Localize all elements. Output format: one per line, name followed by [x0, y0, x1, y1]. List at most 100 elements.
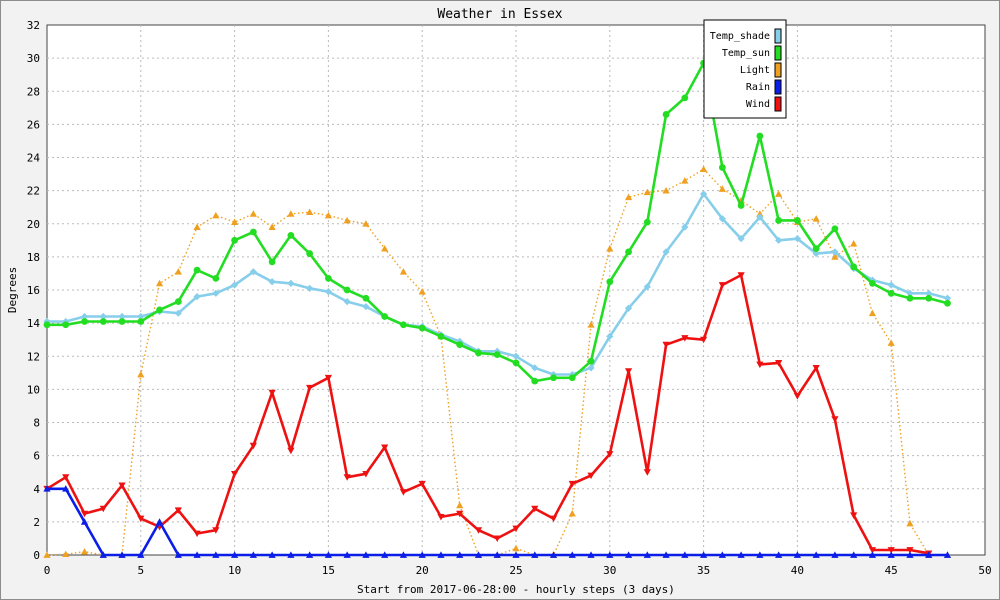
temp-sun-point	[775, 217, 783, 224]
wind-point	[193, 530, 201, 538]
legend-swatch-light	[774, 62, 782, 78]
wind-point	[306, 384, 314, 392]
rain-point	[306, 551, 314, 558]
light-point	[756, 210, 764, 217]
series-rain	[43, 485, 952, 558]
legend-swatch-temp-sun	[774, 45, 782, 61]
rain-point	[681, 551, 689, 558]
light-point	[662, 187, 670, 194]
light-point	[418, 288, 426, 295]
temp-sun-point	[137, 318, 145, 325]
wind-point	[549, 515, 558, 523]
y-tick-label: 10	[27, 383, 40, 396]
series-layer	[43, 59, 952, 558]
temp-sun-point	[418, 324, 426, 332]
wind-point	[418, 480, 426, 488]
temp-shade-point	[943, 294, 952, 302]
light-point	[700, 165, 708, 172]
y-tick-label: 14	[27, 317, 41, 330]
rain-point	[249, 551, 257, 558]
rain-point	[62, 485, 70, 492]
series-wind-line	[46, 273, 929, 555]
light-point	[174, 268, 182, 275]
y-tick-label: 24	[27, 152, 41, 165]
rain-point	[287, 551, 295, 558]
legend-label-temp-shade: Temp_shade	[710, 31, 770, 42]
wind-point	[531, 505, 539, 513]
grid-lines	[47, 25, 985, 555]
legend-label-wind: Wind	[746, 99, 770, 110]
temp-sun-point	[231, 236, 239, 244]
rain-point	[362, 551, 370, 558]
wind-point	[231, 470, 239, 478]
light-point	[80, 548, 89, 555]
rain-point	[925, 551, 933, 558]
legend-label-rain: Rain	[746, 82, 770, 93]
y-tick-label: 20	[27, 218, 40, 231]
temp-shade-point	[606, 332, 614, 340]
x-tick-label: 25	[509, 564, 522, 577]
x-axis-label: Start from 2017-06-28:00 - hourly steps …	[357, 583, 675, 596]
rain-point	[193, 551, 201, 558]
light-point	[306, 208, 314, 216]
wind-point	[212, 527, 220, 534]
x-tick-label: 45	[885, 564, 898, 577]
temp-sun-point	[737, 202, 745, 209]
x-tick-label: 5	[137, 564, 144, 577]
wind-point	[343, 474, 351, 481]
light-point	[568, 509, 576, 517]
rain-point	[737, 551, 745, 558]
temp-sun-point	[606, 278, 614, 286]
light-point	[512, 544, 520, 552]
y-tick-label: 26	[27, 118, 40, 131]
rain-point	[474, 551, 483, 558]
temp-shade-point	[662, 248, 670, 256]
wind-point	[381, 444, 389, 451]
temp-sun-point	[794, 217, 801, 224]
temp-sun-point	[193, 266, 201, 274]
rain-point	[268, 551, 276, 558]
rain-point	[831, 551, 839, 558]
wind-point	[474, 527, 483, 534]
rain-point	[624, 551, 633, 558]
wind-point	[831, 416, 839, 423]
rain-point	[493, 551, 501, 558]
rain-point	[868, 551, 877, 558]
light-point	[193, 223, 201, 230]
temp-shade-point	[118, 312, 126, 321]
x-tick-label: 0	[44, 564, 51, 577]
chart-title: Weather in Essex	[437, 7, 562, 22]
light-point	[268, 223, 276, 230]
rain-point	[549, 551, 558, 558]
wind-point	[718, 282, 726, 289]
rain-point	[906, 551, 914, 558]
wind-point	[681, 335, 689, 342]
rain-point	[456, 551, 464, 558]
rain-point	[324, 551, 332, 558]
series-temp-sun	[43, 59, 951, 385]
light-point	[399, 268, 408, 275]
wind-point	[99, 505, 107, 513]
wind-point	[456, 510, 464, 518]
temp-shade-point	[306, 284, 314, 292]
temp-shade-point	[925, 289, 933, 297]
temp-shade-point	[624, 304, 633, 312]
legend-label-light: Light	[740, 65, 770, 76]
temp-sun-point	[568, 374, 576, 382]
rain-point	[399, 551, 408, 558]
temp-shade-point	[793, 235, 801, 243]
legend-swatch-wind	[774, 96, 782, 112]
rain-point	[231, 551, 239, 558]
wind-point	[887, 547, 895, 554]
light-point	[137, 370, 145, 378]
light-point	[775, 190, 783, 197]
temp-sun-point	[531, 377, 539, 385]
rain-point	[174, 551, 182, 558]
rain-point	[118, 551, 126, 558]
temp-shade-point	[737, 235, 745, 243]
temp-shade-point	[681, 223, 689, 231]
light-point	[249, 210, 257, 217]
temp-sun-point	[287, 231, 295, 239]
rain-point	[606, 551, 614, 558]
